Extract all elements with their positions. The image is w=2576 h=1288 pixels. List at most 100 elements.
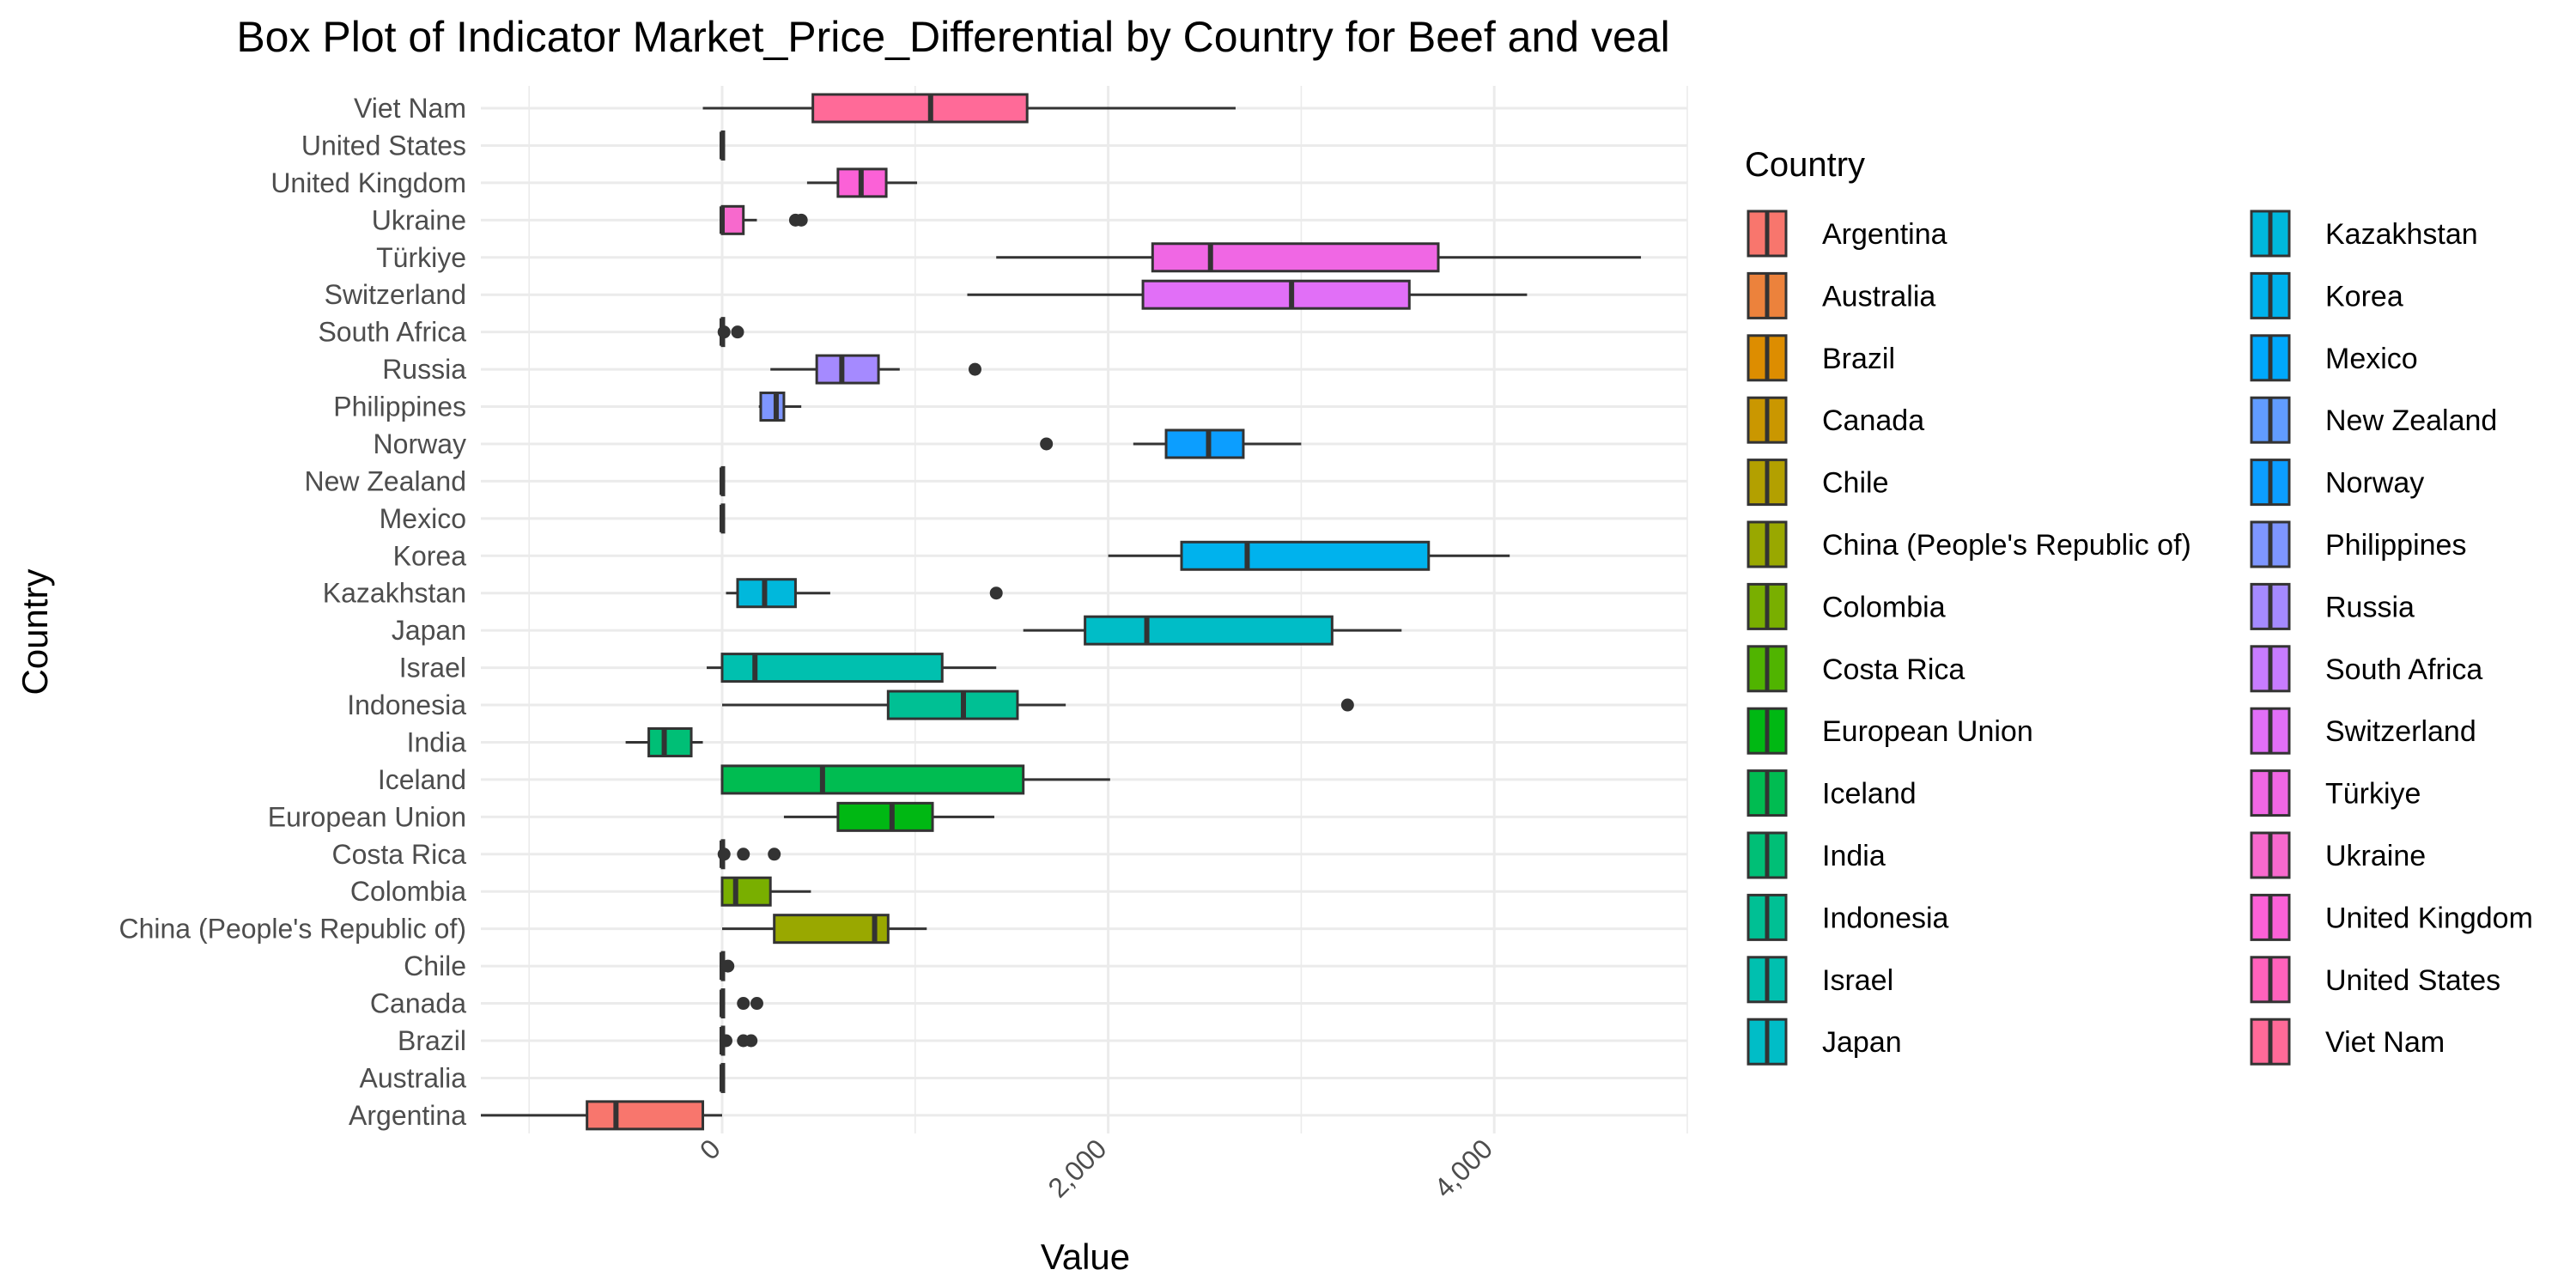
box-iqr [886,690,1019,720]
legend-key [2250,956,2291,1004]
legend-item: Costa Rica [1747,645,1965,693]
legend-label: Switzerland [2325,715,2476,748]
box-russia [770,354,981,385]
legend-key [2250,334,2291,382]
legend-item: Switzerland [2250,707,2476,755]
y-tick-label: Costa Rica [332,839,467,870]
legend-item: Japan [1747,1018,1902,1066]
box-iqr [1151,242,1440,273]
legend-label: Argentina [1822,218,1947,251]
legend-item: Canada [1747,396,1924,444]
y-tick-label: Switzerland [325,279,466,310]
y-tick-label: Indonesia [347,690,466,720]
legend-label: Mexico [2325,343,2418,375]
box-india [625,726,703,757]
y-tick-label: Iceland [378,764,466,795]
box-ukraine [720,204,808,235]
box-iqr [647,726,693,757]
box-iqr [815,354,880,385]
y-tick-label: Australia [360,1062,467,1093]
legend-key [2250,1018,2291,1066]
box-european-union [783,801,994,832]
box-series [481,93,1642,1131]
box-iqr [1180,540,1431,571]
y-tick-label: European Union [268,801,466,832]
box-indonesia [722,690,1354,720]
legend-item: India [1747,831,1886,879]
legend-item: New Zealand [2250,396,2497,444]
legend-label: United Kingdom [2325,902,2533,934]
legend-key [2250,582,2291,630]
legend-label: Canada [1822,404,1924,437]
legend-key [1747,459,1788,507]
legend-key [1747,645,1788,693]
outlier-point [794,213,808,227]
legend-item: Türkiye [2250,769,2421,817]
legend-label: Japan [1822,1026,1902,1059]
grid-lines [481,86,1688,1133]
outlier-point [719,1034,732,1048]
chart-title: Box Plot of Indicator Market_Price_Diffe… [236,13,1669,61]
legend-key [1747,582,1788,630]
box-chile [720,951,735,981]
legend-label: Chile [1822,467,1888,500]
y-tick-label: Viet Nam [354,93,466,124]
legend-key [2250,271,2291,319]
legend-key [1747,707,1788,755]
box-iqr [1084,615,1334,646]
legend-key [2250,520,2291,568]
outlier-point [989,586,1003,600]
y-tick-label: United States [301,130,466,161]
legend-item: Mexico [2250,334,2418,382]
legend-key [1747,769,1788,817]
legend-key [1747,831,1788,879]
outlier-point [1040,437,1054,451]
legend-item: Russia [2250,582,2415,630]
box-colombia [720,876,811,907]
legend-key [2250,707,2291,755]
y-tick-label: Korea [393,540,467,571]
legend-item: Brazil [1747,334,1895,382]
box-australia [720,1062,726,1093]
legend-label: Colombia [1822,591,1946,623]
y-tick-label: Türkiye [376,242,466,273]
legend-item: Australia [1747,271,1935,319]
legend-label: Costa Rica [1822,653,1965,686]
y-tick-label: South Africa [318,317,466,348]
legend-item: Iceland [1747,769,1917,817]
legend-label: Brazil [1822,343,1895,375]
legend-label: Australia [1822,280,1935,313]
outlier-point [717,848,731,861]
y-tick-label: Norway [374,428,466,459]
legend-label: India [1822,840,1886,872]
box-switzerland [967,279,1528,310]
box-japan [1023,615,1402,646]
legend-item: Ukraine [2250,831,2426,879]
box-korea [1108,540,1510,571]
legend-label: Iceland [1822,778,1917,811]
legend-item: Chile [1747,459,1888,507]
legend-item: Argentina [1747,210,1947,258]
box-iqr [586,1100,705,1131]
box-philippines [758,392,802,422]
box-t-rkiye [996,242,1642,273]
box-iqr [720,204,745,235]
box-iqr [720,764,1025,795]
legend-item: Israel [1747,956,1893,1004]
legend-label: Norway [2325,467,2424,500]
outlier-point [744,1034,758,1048]
outlier-point [750,997,763,1011]
legend-label: Israel [1822,964,1893,997]
outlier-point [721,959,735,973]
outlier-point [1340,698,1354,712]
box-iqr [836,801,934,832]
legend-label: Türkiye [2325,778,2421,811]
legend-key [2250,459,2291,507]
y-axis-title: Country [15,568,55,695]
legend-label: China (People's Republic of) [1822,529,2191,562]
box-iceland [720,764,1110,795]
legend: Country Argentina Australia Brazil Canada Ch… [1745,146,2533,1066]
box-iqr [1164,428,1245,459]
box-iqr [811,93,1029,124]
